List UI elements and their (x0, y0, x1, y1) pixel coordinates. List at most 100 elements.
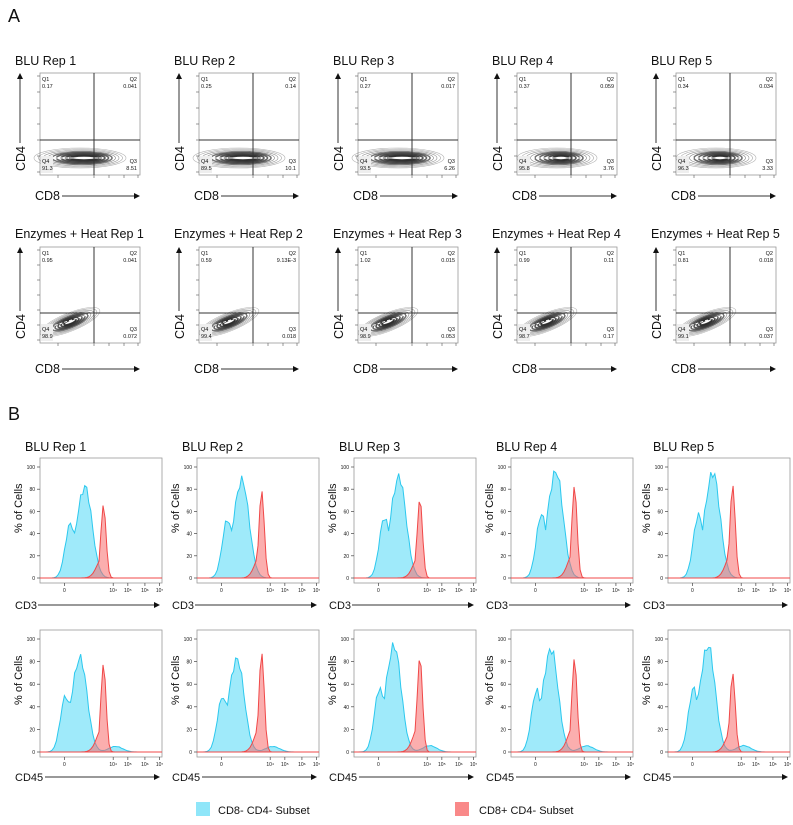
quadrant-label: Q2 (289, 77, 296, 83)
y-tick-label: 40 (657, 705, 663, 711)
quadrant-label: Q1 (519, 251, 526, 257)
contour-line (38, 148, 123, 168)
x-tick-label: 10⁴ (109, 762, 117, 768)
quadrant-label: Q1 (42, 251, 49, 257)
x-tick-label: 10⁷ (627, 588, 635, 594)
legend-swatch-cd8neg-cd4neg (196, 802, 210, 816)
y-axis-label: CD4 (332, 314, 346, 339)
x-tick-label: 10⁵ (752, 762, 760, 768)
x-axis-label: CD8 (512, 189, 537, 203)
contour-line (219, 316, 239, 328)
y-tick-label: 80 (186, 487, 192, 493)
x-tick-label: 10⁶ (612, 588, 620, 594)
arrow-head-icon (311, 774, 317, 780)
histogram-panel: 0 20 40 60 80 100 0 10⁴ 10⁵ 10⁶ 10⁷ % of Cells CD45 (484, 629, 635, 784)
q3-value: 6.26 (444, 166, 455, 172)
arrow-head-icon (311, 602, 317, 608)
y-tick-label: 60 (500, 509, 506, 515)
contour-line (60, 316, 80, 328)
x-tick-label: 0 (63, 762, 66, 768)
x-tick-label: 10⁵ (438, 762, 446, 768)
y-tick-label: 100 (341, 637, 350, 643)
quadrant-label: Q1 (678, 251, 685, 257)
y-tick-label: 100 (655, 465, 664, 471)
contour-core (685, 313, 727, 328)
histogram-panel: BLU Rep 4 0 20 40 60 80 100 0 10⁴ 10⁵ 10⁶ 10⁷ % of C… (484, 440, 634, 612)
plot-title: BLU Rep 2 (174, 54, 235, 68)
q3-value: 0.037 (759, 334, 773, 340)
x-tick-label: 0 (691, 588, 694, 594)
contour-line (696, 316, 716, 328)
contour-density (192, 147, 286, 169)
quadrant-label: Q3 (448, 159, 455, 165)
q4-value: 93.5 (360, 166, 371, 172)
quadrant-label: Q4 (360, 159, 367, 165)
q1-value: 0.34 (678, 84, 689, 90)
quadrant-label: Q3 (448, 327, 455, 333)
q2-value: 0.017 (441, 84, 455, 90)
x-tick-label: 10⁷ (784, 588, 792, 594)
x-axis-label: CD45 (329, 772, 357, 784)
y-axis-label: % of Cells (327, 655, 339, 705)
x-tick-label: 10⁶ (298, 588, 306, 594)
x-axis-label: CD3 (643, 600, 665, 612)
plot-title: Enzymes + Heat Rep 4 (492, 227, 621, 241)
q2-value: 9.13E-3 (277, 258, 296, 264)
plot-title: BLU Rep 5 (651, 54, 712, 68)
quadrant-label: Q4 (42, 327, 49, 333)
histogram-cd8pos-cd4neg (668, 485, 790, 579)
x-tick-label: 0 (63, 588, 66, 594)
y-tick-label: 40 (186, 532, 192, 538)
contour-density (39, 307, 101, 337)
quadrant-label: Q2 (448, 251, 455, 257)
quadrant-label: Q3 (130, 159, 137, 165)
y-tick-label: 0 (32, 576, 35, 582)
x-axis-label: CD8 (35, 362, 60, 376)
q2-value: 0.034 (759, 84, 773, 90)
y-tick-label: 100 (655, 637, 664, 643)
contour-line (675, 147, 757, 169)
plot-title: BLU Rep 5 (653, 440, 714, 454)
x-tick-label: 10⁴ (423, 762, 431, 768)
plot-title: BLU Rep 4 (496, 440, 557, 454)
histogram-panel: BLU Rep 5 0 20 40 60 80 100 0 10⁴ 10⁵ 10⁶ 10⁷ % of C… (641, 440, 791, 612)
q2-value: 0.015 (441, 258, 455, 264)
x-tick-label: 10⁷ (156, 762, 164, 768)
y-tick-label: 60 (657, 682, 663, 688)
arrow-head-icon (494, 73, 500, 79)
q2-value: 0.14 (285, 84, 296, 90)
arrow-head-icon (770, 366, 776, 372)
x-tick-label: 10⁵ (124, 762, 132, 768)
arrow-head-icon (293, 366, 299, 372)
y-tick-label: 60 (657, 509, 663, 515)
q3-value: 0.072 (123, 334, 137, 340)
arrow-head-icon (293, 193, 299, 199)
y-tick-label: 100 (27, 637, 36, 643)
contour-line (57, 315, 83, 329)
contour-density (516, 147, 598, 169)
x-tick-label: 0 (377, 762, 380, 768)
y-tick-label: 100 (27, 465, 36, 471)
y-tick-label: 40 (657, 532, 663, 538)
y-axis-label: % of Cells (13, 483, 25, 533)
y-axis-label: % of Cells (13, 655, 25, 705)
arrow-head-icon (782, 602, 788, 608)
y-tick-label: 80 (500, 487, 506, 493)
arrow-head-icon (17, 247, 23, 253)
plot-title: Enzymes + Heat Rep 1 (15, 227, 144, 241)
q3-value: 0.018 (282, 334, 296, 340)
x-tick-label: 10⁷ (627, 762, 635, 768)
q4-label-bg (359, 156, 371, 173)
arrow-head-icon (653, 73, 659, 79)
quadrant-label: Q3 (607, 159, 614, 165)
y-tick-label: 0 (660, 576, 663, 582)
arrow-head-icon (625, 602, 631, 608)
y-tick-label: 80 (29, 487, 35, 493)
y-tick-label: 60 (343, 509, 349, 515)
q1-value: 0.27 (360, 84, 371, 90)
y-tick-label: 20 (29, 554, 35, 560)
plot-title: BLU Rep 4 (492, 54, 553, 68)
y-axis-label: % of Cells (170, 655, 182, 705)
plot-title: Enzymes + Heat Rep 5 (651, 227, 780, 241)
arrow-head-icon (653, 247, 659, 253)
